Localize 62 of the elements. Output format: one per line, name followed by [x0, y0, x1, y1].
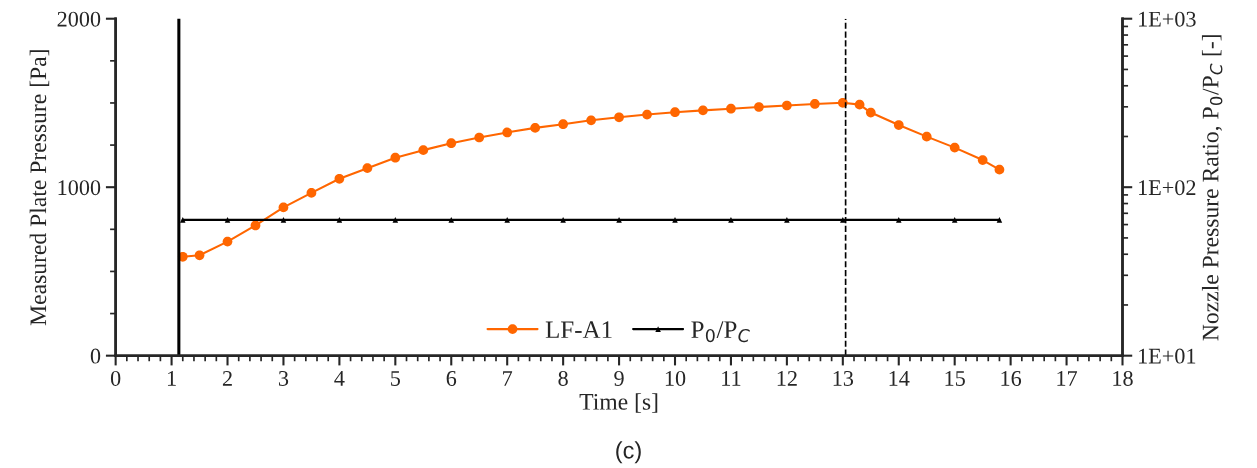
point: [278, 202, 289, 213]
x-tick-label: 2: [222, 370, 232, 386]
x-tick-label: 6: [446, 370, 457, 386]
point: [558, 119, 568, 130]
point: [698, 105, 708, 116]
point: [390, 152, 401, 163]
point: [306, 188, 317, 198]
y2-axis-title: Nozzle Pressure Ratio, P$_{0}$/P$_{C}$ [-]: [1201, 35, 1223, 341]
x-tick-label: 0: [110, 370, 121, 386]
x-tick-label: 14: [889, 371, 910, 386]
legend-label: P$_{0}$/P$_{C}$: [691, 321, 750, 343]
y-tick-label: 0: [90, 348, 101, 364]
x-tick-label: 15: [945, 371, 965, 386]
point: [250, 220, 261, 231]
x-tick-label: 5: [391, 371, 401, 386]
x-tick-label: 9: [614, 370, 624, 386]
point: [782, 100, 792, 111]
y-axis-title: Measured Plate Pressure [Pa]: [29, 50, 50, 326]
point: [754, 102, 764, 112]
point: [502, 127, 513, 138]
point: [670, 107, 680, 118]
x-tick-label: 10: [665, 370, 686, 386]
y2-tick-label: 1E+02: [1139, 180, 1196, 196]
x-tick-label: 11: [722, 371, 741, 386]
point: [614, 112, 624, 123]
point: [642, 109, 652, 120]
x-tick-label: 3: [278, 370, 289, 386]
legend-label: LF-A1: [545, 321, 612, 338]
point: [474, 132, 485, 143]
point: [530, 123, 541, 133]
point: [222, 236, 233, 247]
x-tick-label: 18: [1113, 370, 1133, 386]
point: [194, 250, 205, 261]
x-tick-label: 1: [167, 371, 176, 386]
point: [865, 107, 876, 118]
point: [994, 164, 1005, 175]
point: [334, 173, 345, 184]
point: [809, 99, 820, 109]
x-tick-label: 4: [334, 371, 345, 386]
point: [977, 155, 988, 165]
x-tick-label: 12: [777, 370, 797, 386]
point: [586, 115, 596, 126]
point: [418, 145, 429, 155]
y2-tick-label: 1E+01: [1139, 348, 1196, 364]
y-tick-label: 2000: [57, 11, 101, 27]
point: [837, 97, 848, 108]
x-tick-label: 16: [1001, 370, 1022, 386]
text: (c): [616, 441, 641, 464]
x-tick-label: 17: [1057, 371, 1078, 386]
y2-tick-label: 1E+03: [1139, 11, 1196, 27]
point: [726, 103, 736, 114]
point: [446, 138, 457, 149]
x-axis-title: Time [s]: [579, 393, 658, 413]
point: [362, 163, 373, 174]
y-tick-label: 1000: [58, 180, 101, 196]
point: [893, 120, 904, 130]
point: [949, 142, 960, 153]
point: [921, 131, 932, 142]
x-tick-label: 7: [503, 371, 513, 386]
x-tick-label: 13: [833, 370, 854, 386]
point: [854, 99, 865, 110]
x-tick-label: 8: [558, 370, 568, 386]
